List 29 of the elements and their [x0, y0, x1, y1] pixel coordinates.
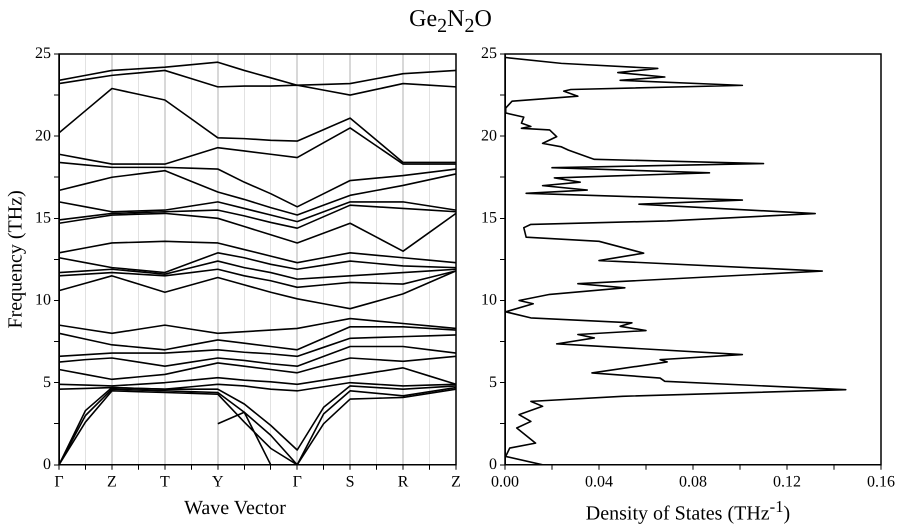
y-tick-label: 20 [35, 127, 51, 144]
y-tick-label: 0 [43, 456, 51, 474]
y-tick-label: 15 [481, 210, 497, 227]
x-axis-title: Density of States (THz$^{-1}$) [584, 497, 792, 526]
y-tick-label: 20 [481, 127, 497, 144]
x-tick-label: 0.04 [585, 474, 613, 491]
x-tick-label: Z [451, 474, 461, 491]
x-tick-label: Γ [292, 474, 302, 491]
y-axis-title: Frequency (THz) [4, 190, 26, 329]
y-tick-label: 10 [35, 292, 51, 309]
x-tick-label: 0.16 [867, 474, 895, 491]
y-tick-label: 5 [489, 374, 497, 391]
y-tick-label: 0 [489, 456, 497, 474]
x-tick-label: 0.00 [491, 474, 519, 491]
y-tick-label: 5 [43, 374, 51, 391]
x-axis-title: Wave Vector [183, 497, 287, 520]
y-tick-label: 25 [35, 45, 51, 62]
y-tick-label: 15 [35, 210, 51, 227]
x-tick-label: T [160, 474, 170, 491]
chart-title: Ge$_{2}$N$_{2}$O [408, 6, 493, 38]
y-tick-label: 25 [481, 45, 497, 62]
x-tick-label: Z [107, 474, 117, 491]
x-tick-label: Γ [54, 474, 64, 491]
x-tick-label: Y [212, 474, 224, 491]
x-tick-label: S [346, 474, 355, 491]
x-tick-label: 0.08 [679, 474, 707, 491]
x-tick-label: 0.12 [773, 474, 801, 491]
x-tick-label: R [398, 474, 409, 491]
y-tick-label: 10 [481, 292, 497, 309]
